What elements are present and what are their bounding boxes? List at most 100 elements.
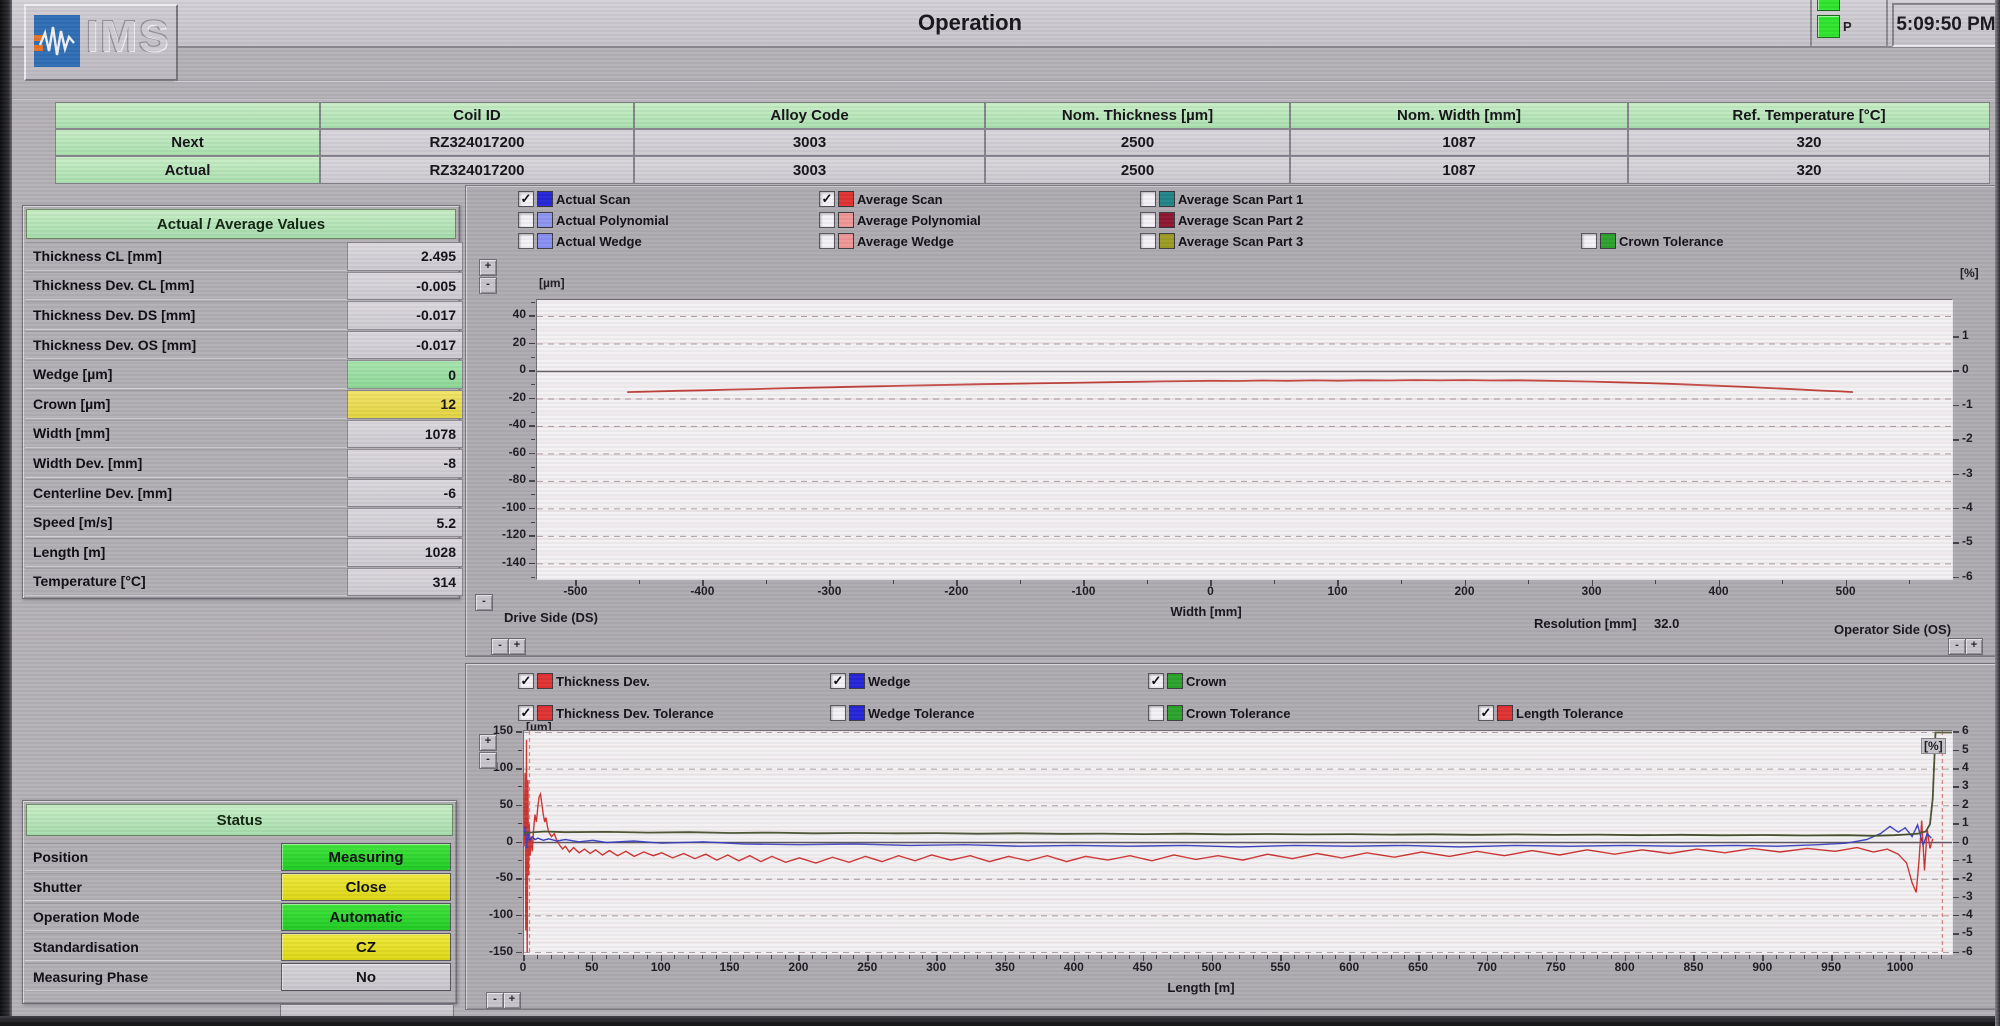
minor-tick [531, 466, 535, 468]
ims-logo-icon [34, 15, 80, 67]
legend-checkbox[interactable] [819, 233, 835, 249]
minor-tick [1363, 955, 1364, 959]
legend-color-swatch [849, 705, 865, 721]
zoom-in-button[interactable]: + [479, 734, 497, 751]
tick-mark [529, 315, 535, 317]
legend-checkbox[interactable] [518, 233, 534, 249]
tick-mark [1953, 823, 1959, 825]
legend-checkbox[interactable] [1140, 212, 1156, 228]
minor-tick [1776, 955, 1778, 959]
legend-checkbox[interactable]: ✓ [518, 673, 534, 689]
y-tick-label-right: 0 [1962, 833, 1969, 848]
legend-item[interactable]: Crown Tolerance [1581, 233, 1724, 249]
zoom-out-button[interactable]: - [491, 638, 509, 655]
value-cell: 1028 [347, 538, 463, 567]
minor-tick [881, 955, 883, 959]
tick-mark [1831, 955, 1833, 961]
zoom-out-button[interactable]: - [1948, 638, 1966, 655]
legend-checkbox[interactable]: ✓ [518, 705, 534, 721]
coil-table-header: Nom. Width [mm] [1290, 102, 1628, 129]
minor-tick [743, 955, 745, 959]
legend-color-swatch [1159, 191, 1175, 207]
legend-item[interactable]: Average Scan Part 2 [1140, 212, 1303, 228]
y-tick-label-left: 50 [499, 796, 513, 811]
legend-checkbox[interactable] [1148, 705, 1164, 721]
legend-checkbox[interactable] [1581, 233, 1597, 249]
tick-mark [1004, 955, 1007, 961]
legend-item[interactable]: Average Scan Part 1 [1140, 191, 1303, 207]
value-row-label: Thickness Dev. DS [mm] [25, 301, 355, 329]
legend-checkbox[interactable]: ✓ [830, 673, 846, 689]
chart-canvas [537, 316, 1952, 565]
y-tick-label-right: 3 [1962, 778, 1969, 793]
legend-item[interactable]: Average Polynomial [819, 212, 981, 228]
tick-mark [1349, 955, 1351, 961]
legend-item[interactable]: Average Wedge [819, 233, 954, 249]
legend-checkbox[interactable]: ✓ [518, 191, 534, 207]
x-tick-label: 400 [1708, 584, 1729, 598]
value-cell: -8 [347, 449, 463, 478]
minor-tick [812, 955, 814, 959]
tick-mark [529, 370, 535, 372]
coil-table-header: Coil ID [320, 102, 634, 129]
header-divider [174, 80, 2000, 82]
minor-tick [1803, 955, 1805, 959]
zoom-out-button[interactable]: - [479, 277, 497, 294]
minor-tick [1872, 955, 1874, 959]
y-tick-label-left: -20 [508, 389, 526, 404]
zoom-in-button[interactable]: + [508, 638, 526, 655]
chart-canvas [524, 731, 1952, 954]
tick-mark [1337, 580, 1339, 586]
status-row-label: Position [25, 843, 283, 870]
legend-item[interactable]: Crown Tolerance [1148, 705, 1291, 721]
legend-item[interactable]: ✓ Length Tolerance [1478, 705, 1623, 721]
status-row-label: Measuring Phase [25, 963, 283, 990]
legend-item[interactable]: Wedge Tolerance [830, 705, 974, 721]
tick-mark [529, 480, 535, 482]
coil-table-cell: 320 [1628, 156, 1990, 184]
logo-waveform [38, 26, 75, 56]
minor-tick [702, 955, 704, 959]
legend-item[interactable]: ✓ Actual Scan [518, 191, 630, 207]
legend-item[interactable]: ✓ Average Scan [819, 191, 943, 207]
minor-tick [765, 580, 767, 584]
minor-tick [1473, 955, 1475, 959]
legend-checkbox[interactable] [819, 212, 835, 228]
series-crown [524, 731, 1952, 837]
legend-checkbox[interactable] [830, 705, 846, 721]
legend-checkbox[interactable]: ✓ [1478, 705, 1494, 721]
zoom-out-button[interactable]: - [486, 992, 504, 1009]
y-tick-label-right: -2 [1962, 870, 1973, 885]
tick-mark [1073, 955, 1076, 961]
legend-item[interactable]: ✓ Thickness Dev. Tolerance [518, 705, 714, 721]
legend-color-swatch [537, 212, 553, 228]
legend-item[interactable]: Average Scan Part 3 [1140, 233, 1303, 249]
tick-mark [1591, 580, 1594, 586]
legend-item[interactable]: ✓ Thickness Dev. [518, 673, 650, 689]
zoom-out-button[interactable]: - [475, 594, 493, 611]
legend-checkbox[interactable] [518, 212, 534, 228]
legend-checkbox[interactable] [1140, 233, 1156, 249]
minor-tick [977, 955, 979, 959]
x-tick-label: 950 [1821, 960, 1842, 974]
legend-checkbox[interactable] [1140, 191, 1156, 207]
value-row-label: Length [m] [25, 538, 355, 566]
legend-item[interactable]: Actual Wedge [518, 233, 642, 249]
coil-table-cell: Actual [55, 156, 320, 184]
legend-item[interactable]: Actual Polynomial [518, 212, 669, 228]
legend-item[interactable]: ✓ Wedge [830, 673, 910, 689]
zoom-out-button[interactable]: - [479, 752, 497, 769]
minor-tick [1707, 955, 1709, 959]
value-cell: 314 [347, 567, 463, 597]
legend-checkbox[interactable]: ✓ [1148, 673, 1164, 689]
tick-mark [1762, 955, 1764, 961]
value-cell: -0.017 [347, 330, 463, 360]
zoom-in-button[interactable]: + [1965, 638, 1983, 655]
tick-mark [1953, 786, 1959, 788]
legend-checkbox[interactable]: ✓ [819, 191, 835, 207]
legend-label: Average Scan Part 2 [1178, 212, 1304, 228]
zoom-in-button[interactable]: + [503, 992, 521, 1009]
legend-item[interactable]: ✓ Crown [1148, 673, 1226, 689]
zoom-in-button[interactable]: + [479, 259, 497, 276]
legend-color-swatch [537, 233, 553, 249]
